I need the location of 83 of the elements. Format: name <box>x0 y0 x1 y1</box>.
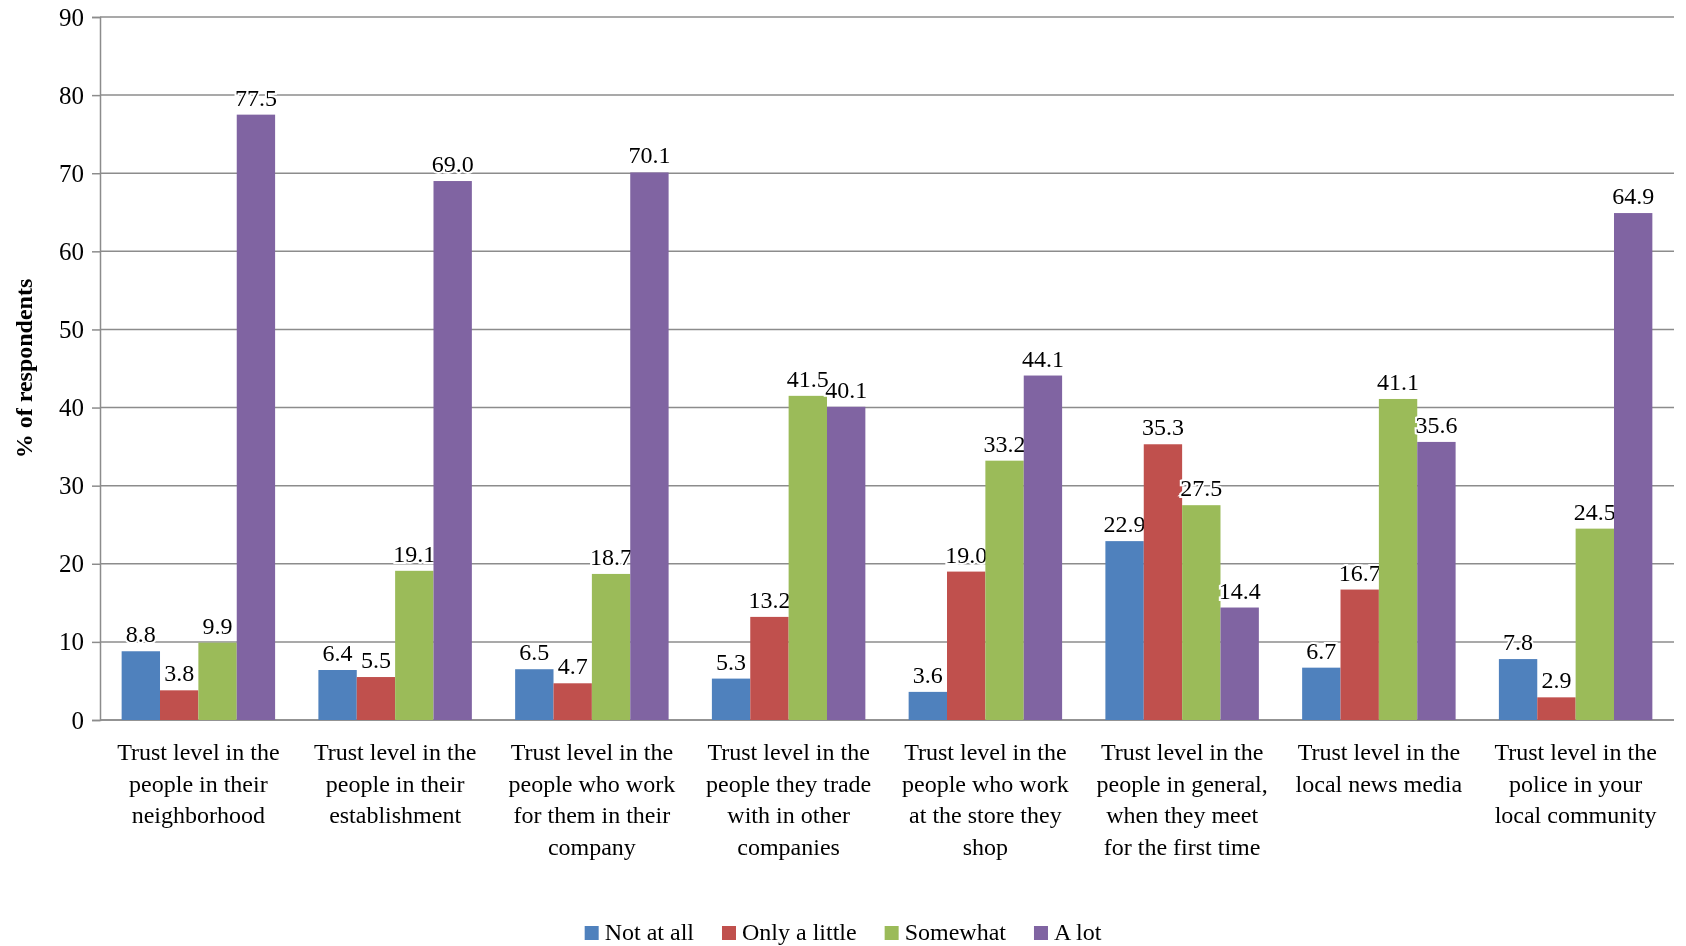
data-label: 69.0 <box>431 151 474 178</box>
data-label: 2.9 <box>1541 667 1572 694</box>
y-tick-label: 40 <box>59 394 84 422</box>
data-label: 9.9 <box>202 612 233 639</box>
bar <box>1340 589 1379 720</box>
x-tick-label: Trust level in the people they trade with in other companies <box>705 739 872 860</box>
x-tick-label: Trust level in the people in their establishment <box>313 739 477 828</box>
bar <box>1302 667 1341 720</box>
bar <box>1023 375 1063 720</box>
bar <box>395 570 434 720</box>
bar <box>1613 213 1653 720</box>
x-tick-label: Trust level in the people in general, when they meet for the first time <box>1096 739 1268 860</box>
bar <box>553 683 592 720</box>
bar <box>1105 541 1144 720</box>
data-label: 18.7 <box>590 543 633 570</box>
y-tick-label: 70 <box>59 159 84 187</box>
data-label: 4.7 <box>557 653 588 680</box>
bar <box>318 670 357 720</box>
y-tick-label: 60 <box>59 237 84 265</box>
bar <box>1182 505 1221 720</box>
data-label: 77.5 <box>234 84 277 111</box>
bar <box>630 172 669 720</box>
x-tick-label: Trust level in the people who work at the store they shop <box>902 739 1069 860</box>
data-label: 41.1 <box>1377 368 1420 395</box>
bar <box>711 678 751 720</box>
bar <box>591 573 631 720</box>
bar <box>947 571 986 720</box>
data-label: 24.5 <box>1573 498 1616 525</box>
bar <box>826 406 866 720</box>
y-tick-label: 10 <box>59 628 84 656</box>
bar <box>236 114 276 720</box>
bar <box>788 395 827 720</box>
y-tick-label: 80 <box>59 81 84 109</box>
bar <box>198 642 237 720</box>
bar <box>1498 659 1538 720</box>
bar <box>160 690 199 720</box>
data-label: 3.8 <box>164 660 195 687</box>
bar <box>908 691 948 720</box>
x-tick-label: Trust level in the local news media <box>1295 739 1463 797</box>
y-tick-label: 90 <box>59 3 84 31</box>
data-label: 6.4 <box>322 640 353 667</box>
y-tick-label: 30 <box>59 472 84 500</box>
data-label: 19.1 <box>393 540 436 567</box>
bar <box>121 651 161 720</box>
data-label: 13.2 <box>748 586 791 613</box>
data-label: 70.1 <box>628 142 671 169</box>
bar <box>1220 607 1259 720</box>
data-label: 5.5 <box>360 647 391 674</box>
bar <box>1417 441 1456 720</box>
data-label: 6.5 <box>519 639 550 666</box>
data-label: 6.7 <box>1306 637 1337 664</box>
x-tick-label: Trust level in the people in their neighborhood <box>117 739 280 828</box>
legend-label: Only a little <box>741 919 857 945</box>
bar <box>1378 398 1418 720</box>
y-tick-label: 20 <box>59 550 84 578</box>
bar <box>985 460 1024 720</box>
bar <box>433 181 472 720</box>
data-label: 5.3 <box>716 648 747 675</box>
bar <box>1537 697 1576 720</box>
data-label: 16.7 <box>1338 559 1381 586</box>
bar <box>1143 444 1183 720</box>
data-label: 35.3 <box>1141 414 1184 441</box>
data-label: 64.9 <box>1612 183 1655 210</box>
bar <box>1575 528 1614 720</box>
legend-label: Somewhat <box>904 919 1007 945</box>
x-tick-label: Trust level in the police in your local community <box>1494 739 1657 828</box>
legend-label: A lot <box>1053 919 1102 945</box>
bar <box>515 669 554 720</box>
data-label: 22.9 <box>1103 511 1146 538</box>
bar <box>750 616 789 720</box>
data-label: 14.4 <box>1218 577 1261 604</box>
legend-label: Not at all <box>604 919 695 945</box>
x-tick-label: Trust level in the people who work for them in their company <box>508 739 676 860</box>
data-label: 44.1 <box>1021 345 1064 372</box>
y-tick-label: 0 <box>71 706 84 734</box>
bar <box>356 677 396 720</box>
y-axis-title: % of respondents <box>11 278 37 459</box>
data-label: 19.0 <box>945 541 988 568</box>
data-label: 7.8 <box>1503 629 1534 656</box>
y-tick-label: 50 <box>59 315 84 343</box>
data-label: 3.6 <box>912 661 943 688</box>
data-label: 33.2 <box>983 430 1026 457</box>
data-label: 8.8 <box>125 621 156 648</box>
